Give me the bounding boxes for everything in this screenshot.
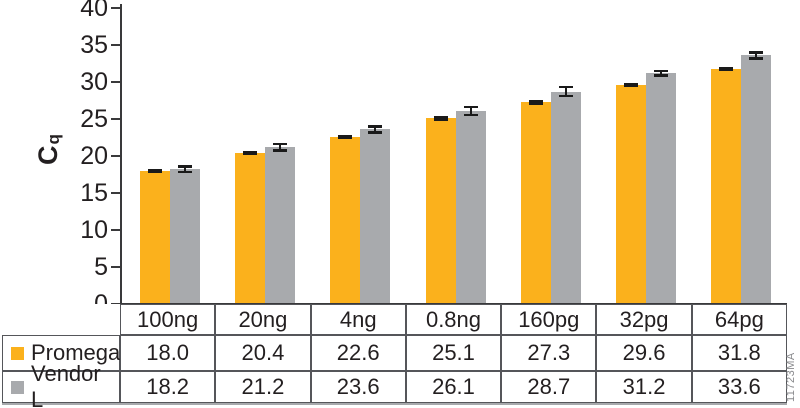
- bar-vendor-l-64pg: [741, 55, 772, 304]
- column-header-100ng: 100ng: [120, 304, 216, 335]
- error-bar-cap-bottom: [147, 170, 162, 173]
- y-tick-mark: [111, 266, 120, 268]
- error-bar-line: [755, 52, 758, 59]
- error-bar-cap-bottom: [624, 85, 639, 88]
- y-tick-label: 25: [80, 105, 108, 133]
- value-cell-vendor-l-0.8ng: 26.1: [405, 371, 502, 403]
- y-tick-label: 15: [80, 179, 108, 207]
- error-bar-cap-top: [624, 82, 639, 86]
- legend-cell-promega: Promega: [2, 335, 120, 371]
- value-cell-vendor-l-32pg: 31.2: [596, 371, 692, 403]
- bar-promega-32pg: [616, 84, 647, 304]
- bar-promega-64pg: [711, 68, 742, 304]
- bar-vendor-l-100ng: [169, 169, 200, 304]
- y-tick-label: 30: [80, 68, 108, 96]
- legend-label: Vendor L: [31, 361, 101, 408]
- y-tick-mark: [111, 192, 120, 194]
- value-cell-vendor-l-160pg: 28.7: [501, 371, 597, 403]
- value-cell-vendor-l-20ng: 21.2: [215, 371, 311, 403]
- error-bar-cap-top: [433, 116, 448, 119]
- bar-vendor-l-4ng: [360, 129, 391, 304]
- error-bar-cap-bottom: [719, 68, 734, 71]
- value-cell-vendor-l-64pg: 33.6: [691, 371, 787, 403]
- error-bar-cap-top: [147, 168, 162, 172]
- legend-cell-vendor-l: Vendor L: [2, 361, 120, 408]
- legend-swatch-icon: [11, 346, 24, 360]
- bar-promega-0.8ng: [425, 118, 456, 304]
- error-bar-line: [564, 87, 567, 97]
- column-header-160pg: 160pg: [501, 304, 597, 335]
- y-tick-mark: [111, 229, 120, 231]
- error-bar-cap-top: [719, 66, 734, 69]
- bar-vendor-l-160pg: [550, 91, 581, 304]
- y-tick-mark: [111, 81, 120, 83]
- error-bar-cap-top: [338, 134, 353, 137]
- value-cell-vendor-l-4ng: 23.6: [310, 371, 406, 403]
- error-bar-cap-bottom: [749, 57, 764, 60]
- column-header-0.8ng: 0.8ng: [405, 304, 502, 335]
- error-bar-cap-bottom: [528, 102, 543, 105]
- error-bar-line: [469, 107, 472, 115]
- value-cell-promega-4ng: 22.6: [310, 335, 406, 371]
- column-header-4ng: 4ng: [310, 304, 406, 335]
- value-cell-promega-160pg: 27.3: [501, 335, 597, 371]
- legend-swatch-icon: [11, 380, 24, 394]
- y-tick-label: 20: [80, 142, 108, 170]
- error-bar-line: [374, 126, 377, 133]
- error-bar-cap-top: [749, 51, 764, 54]
- bar-vendor-l-0.8ng: [455, 110, 486, 304]
- y-tick-label: 40: [80, 0, 108, 22]
- value-cell-promega-100ng: 18.0: [120, 335, 216, 371]
- column-header-64pg: 64pg: [691, 304, 787, 335]
- column-header-32pg: 32pg: [596, 304, 692, 335]
- value-cell-vendor-l-100ng: 18.2: [120, 371, 216, 403]
- error-bar-cap-bottom: [272, 149, 287, 152]
- error-bar-cap-top: [654, 69, 669, 73]
- error-bar-cap-top: [558, 86, 573, 89]
- bar-vendor-l-20ng: [264, 147, 295, 304]
- y-tick-mark: [111, 118, 120, 120]
- y-tick-label: 10: [80, 216, 108, 244]
- legend-label: Promega: [31, 340, 121, 365]
- bar-promega-160pg: [520, 101, 551, 304]
- error-bar-cap-bottom: [242, 153, 257, 156]
- error-bar-cap-top: [463, 106, 478, 109]
- error-bar-cap-bottom: [463, 113, 478, 116]
- bar-promega-100ng: [139, 170, 170, 304]
- y-tick-mark: [111, 7, 120, 9]
- value-cell-promega-0.8ng: 25.1: [405, 335, 502, 371]
- error-bar-line: [660, 70, 663, 76]
- error-bar-cap-top: [242, 150, 257, 154]
- bar-promega-4ng: [330, 136, 361, 304]
- value-cell-promega-20ng: 20.4: [215, 335, 311, 371]
- value-cell-promega-32pg: 29.6: [596, 335, 692, 371]
- table-corner-blank: [2, 304, 120, 335]
- error-bar-cap-bottom: [368, 131, 383, 134]
- error-bar-line: [183, 166, 186, 173]
- bar-promega-20ng: [234, 153, 265, 304]
- y-tick-mark: [111, 155, 120, 157]
- error-bar-cap-top: [368, 125, 383, 128]
- error-bar-line: [534, 100, 537, 104]
- error-bar-cap-bottom: [433, 118, 448, 121]
- error-bar-cap-bottom: [177, 171, 192, 174]
- error-bar-cap-top: [177, 165, 192, 168]
- error-bar-cap-top: [528, 99, 543, 102]
- y-tick-label: 5: [94, 253, 108, 281]
- error-bar-cap-bottom: [654, 74, 669, 77]
- bar-vendor-l-32pg: [646, 73, 677, 304]
- y-tick-mark: [111, 44, 120, 46]
- y-tick-label: 35: [80, 31, 108, 59]
- figure-id-watermark: 11723MA: [785, 352, 797, 402]
- data-table: 100ng 20ng 4ng 0.8ng 160pg 32pg 64pg Promega 18.…: [2, 304, 787, 408]
- error-bar-cap-bottom: [558, 95, 573, 98]
- error-bar-cap-top: [272, 142, 287, 145]
- error-bar-line: [278, 143, 281, 151]
- column-header-20ng: 20ng: [215, 304, 311, 335]
- y-axis-line: [120, 4, 122, 304]
- error-bar-cap-bottom: [338, 136, 353, 140]
- value-cell-promega-64pg: 31.8: [691, 335, 787, 371]
